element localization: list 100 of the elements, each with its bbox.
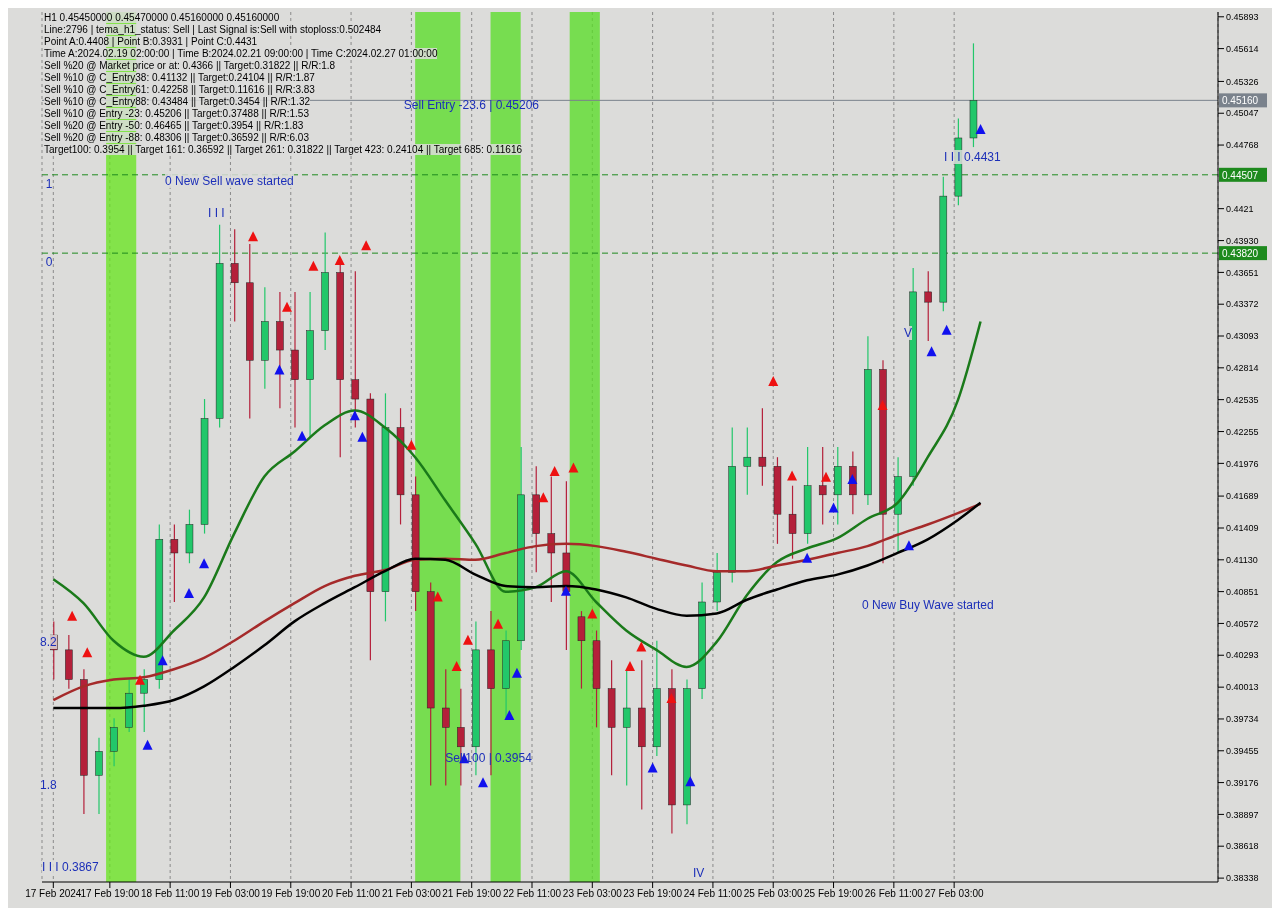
y-tick-label: 0.44768 xyxy=(1226,140,1259,151)
point xyxy=(357,431,368,442)
point xyxy=(821,471,831,482)
x-tick-label: 22 Feb 11:00 xyxy=(502,888,562,900)
y-tick-label: 0.41689 xyxy=(1226,491,1259,502)
y-tick-label: 0.39734 xyxy=(1226,714,1259,725)
candlestick xyxy=(758,407,767,487)
point xyxy=(828,502,839,513)
point xyxy=(802,552,813,563)
point xyxy=(560,585,571,596)
point xyxy=(877,399,888,410)
annotation: Point A:0.4408 | Point B:0.3931 | Point C:0.4431 xyxy=(44,36,258,47)
annotation: 8.2 xyxy=(40,635,57,649)
annotation: I I I xyxy=(208,206,225,220)
x-tick-label: 23 Feb 03:00 xyxy=(562,888,623,900)
annotation: Sell %10 @ C_Entry61: 0.42258 || Target:0.11616 || R/R:3.83 xyxy=(44,84,315,95)
point xyxy=(587,608,598,619)
point xyxy=(67,610,78,621)
y-tick-label: 0.42814 xyxy=(1226,363,1259,374)
point xyxy=(941,324,952,335)
y-tick-label: 0.39176 xyxy=(1226,777,1259,788)
annotation: 1.8 xyxy=(40,778,57,792)
annotation: Sell %10 @ C_Entry38: 0.41132 || Target:0.24104 || R/R:1.87 xyxy=(44,72,315,83)
ref-line-label: 0.44507 xyxy=(1222,169,1259,181)
candlestick xyxy=(924,270,932,342)
point xyxy=(361,240,372,251)
annotation: IV xyxy=(693,866,705,880)
annotation: 0 New Sell wave started xyxy=(165,174,294,188)
annotation: I I I 0.4431 xyxy=(944,150,1001,164)
y-tick-label: 0.43651 xyxy=(1226,267,1259,278)
y-tick-label: 0.38338 xyxy=(1226,873,1259,884)
x-tick-label: 20 Feb 11:00 xyxy=(321,888,381,900)
point xyxy=(462,634,473,645)
annotation: Sell %10 @ C_Entry88: 0.43484 || Target:0.3454 || R/R:1.32 xyxy=(44,96,311,107)
annotation: 0 xyxy=(45,255,53,270)
point xyxy=(82,647,93,658)
y-tick-label: 0.39455 xyxy=(1226,745,1259,756)
point xyxy=(768,375,779,386)
point xyxy=(493,618,504,629)
point xyxy=(308,260,319,271)
y-tick-label: 0.45047 xyxy=(1226,108,1259,119)
x-tick-label: 24 Feb 11:00 xyxy=(683,888,743,900)
x-tick-label: 19 Feb 03:00 xyxy=(200,888,261,900)
point xyxy=(511,667,522,678)
y-tick-label: 0.40851 xyxy=(1226,586,1259,597)
annotation: Sell %20 @ Market price or at: 0.4366 || Target:0.31822 || R/R:1.8 xyxy=(44,60,336,71)
y-tick-label: 0.45326 xyxy=(1226,76,1259,87)
x-tick-label: 25 Feb 19:00 xyxy=(804,888,864,900)
annotation: 0 New Buy Wave started xyxy=(862,598,994,612)
point xyxy=(903,540,914,551)
point xyxy=(157,655,168,666)
x-tick-label: 19 Feb 19:00 xyxy=(261,888,321,900)
x-tick-label: 27 Feb 03:00 xyxy=(924,888,985,900)
annotation: 1 xyxy=(45,176,53,191)
point xyxy=(297,430,308,441)
candlestick xyxy=(95,737,103,815)
x-tick-label: 26 Feb 11:00 xyxy=(864,888,924,900)
y-tick-label: 0.43930 xyxy=(1226,235,1259,246)
y-tick-label: 0.41976 xyxy=(1226,458,1259,469)
candlestick xyxy=(547,475,556,603)
x-tick-label: 18 Feb 11:00 xyxy=(141,888,200,900)
candlestick xyxy=(788,485,797,560)
candlestick xyxy=(577,610,586,690)
x-tick-label: 23 Feb 19:00 xyxy=(623,888,683,900)
y-tick-label: 0.40293 xyxy=(1226,650,1259,661)
annotation: H1 0.45450000 0.45470000 0.45160000 0.45160000 xyxy=(44,12,280,23)
candlestick xyxy=(622,668,631,787)
point xyxy=(248,231,259,242)
y-tick-label: 0.4421 xyxy=(1226,203,1254,214)
y-tick-label: 0.42535 xyxy=(1226,394,1259,405)
candlestick xyxy=(110,717,118,767)
candlestick xyxy=(170,523,179,603)
candlestick xyxy=(743,426,752,496)
annotation: Sell %20 @ Entry -88: 0.48306 || Target:0.36592 || R/R:6.03 xyxy=(44,132,309,143)
annotation: Target100: 0.3954 || Target 161: 0.36592 || Target 261: 0.31822 || Target 423: 0.24104 || Target 685: 0.11616 xyxy=(44,144,523,155)
point xyxy=(451,660,462,671)
point xyxy=(636,641,647,652)
point xyxy=(184,588,194,599)
y-tick-label: 0.45614 xyxy=(1226,43,1259,54)
y-tick-label: 0.45893 xyxy=(1226,11,1259,22)
candlestick xyxy=(230,228,239,323)
point xyxy=(142,739,153,750)
point xyxy=(647,762,658,773)
annotation: Time A:2024.02.19 02:00:00 | Time B:2024.02.21 09:00:00 | Time C:2024.02.27 01:00:00 xyxy=(44,48,438,59)
point xyxy=(549,466,560,477)
y-tick-label: 0.40572 xyxy=(1226,618,1259,629)
y-tick-label: 0.41130 xyxy=(1226,555,1258,566)
point xyxy=(666,692,677,703)
point xyxy=(199,558,210,569)
point xyxy=(625,660,635,671)
point xyxy=(334,255,345,266)
point xyxy=(975,124,986,134)
x-tick-label: 21 Feb 19:00 xyxy=(442,888,502,900)
point xyxy=(135,674,145,685)
ref-line-label: 0.45160 xyxy=(1222,95,1259,107)
point xyxy=(685,776,696,787)
y-tick-label: 0.43093 xyxy=(1226,331,1259,342)
x-tick-label: 25 Feb 03:00 xyxy=(743,888,804,900)
point xyxy=(538,492,549,503)
point xyxy=(847,474,858,485)
